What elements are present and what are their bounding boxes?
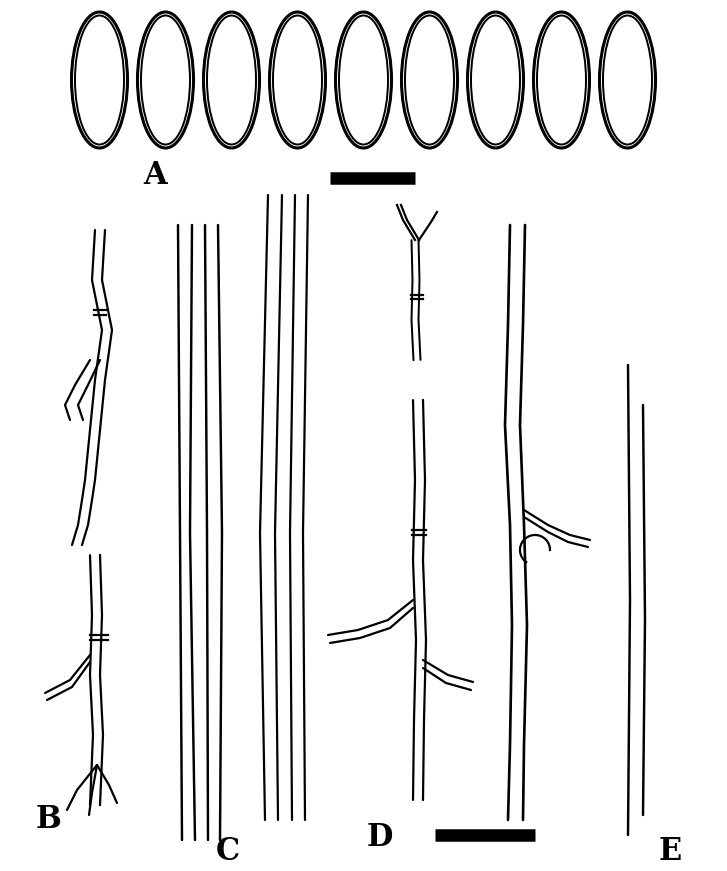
Text: C: C (216, 836, 240, 868)
Text: A: A (143, 159, 166, 191)
Text: B: B (35, 805, 61, 835)
Text: E: E (659, 836, 682, 868)
Text: D: D (367, 822, 393, 854)
